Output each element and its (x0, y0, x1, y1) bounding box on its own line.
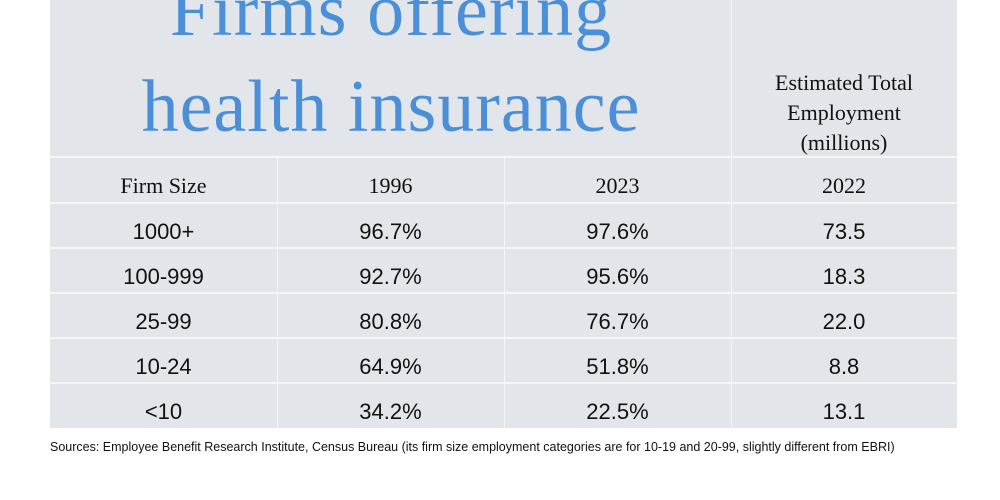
column-header: 2023 (595, 173, 640, 198)
table-cell: 18.3 (822, 264, 866, 289)
employment-header-line-1: Estimated Total (775, 70, 913, 95)
chart-title-line-2: health insurance (141, 66, 641, 148)
table-cell: 95.6% (586, 264, 649, 289)
table-cell: 22.5% (586, 399, 649, 424)
row-divider (50, 247, 957, 249)
row-divider (50, 202, 957, 204)
row-divider (50, 156, 957, 158)
table-cell: 8.8 (828, 354, 860, 379)
row-label: 1000+ (132, 219, 195, 244)
chart-title-line-1: Firms offering (169, 0, 613, 52)
table-cell: 64.9% (359, 354, 422, 379)
table-cell: 51.8% (586, 354, 649, 379)
row-label: <10 (144, 399, 183, 424)
row-divider (50, 382, 957, 384)
column-header: 2022 (822, 173, 866, 198)
row-divider (50, 337, 957, 339)
employment-column-header: Estimated Total Employment (millions) (731, 68, 957, 158)
table-cell: 96.7% (359, 219, 422, 244)
column-divider (731, 0, 732, 428)
table-cell: 76.7% (586, 309, 649, 334)
row-label: 100-999 (123, 264, 204, 289)
table-cell: 80.8% (359, 309, 422, 334)
sources-note: Sources: Employee Benefit Research Insti… (50, 440, 895, 454)
table-cell: 97.6% (586, 219, 649, 244)
table-cell: 73.5 (822, 219, 866, 244)
table-cell: 92.7% (359, 264, 422, 289)
row-label: 25-99 (135, 309, 192, 334)
row-label: 10-24 (135, 354, 192, 379)
table-cell: 22.0 (822, 309, 866, 334)
employment-header-line-3: (millions) (800, 130, 888, 155)
row-divider (50, 292, 957, 294)
column-header: Firm Size (120, 173, 207, 198)
table-cell: 13.1 (822, 399, 866, 424)
table-background (50, 0, 957, 428)
table-cell: 34.2% (359, 399, 422, 424)
employment-header-line-2: Employment (787, 100, 901, 125)
column-header: 1996 (368, 173, 413, 198)
